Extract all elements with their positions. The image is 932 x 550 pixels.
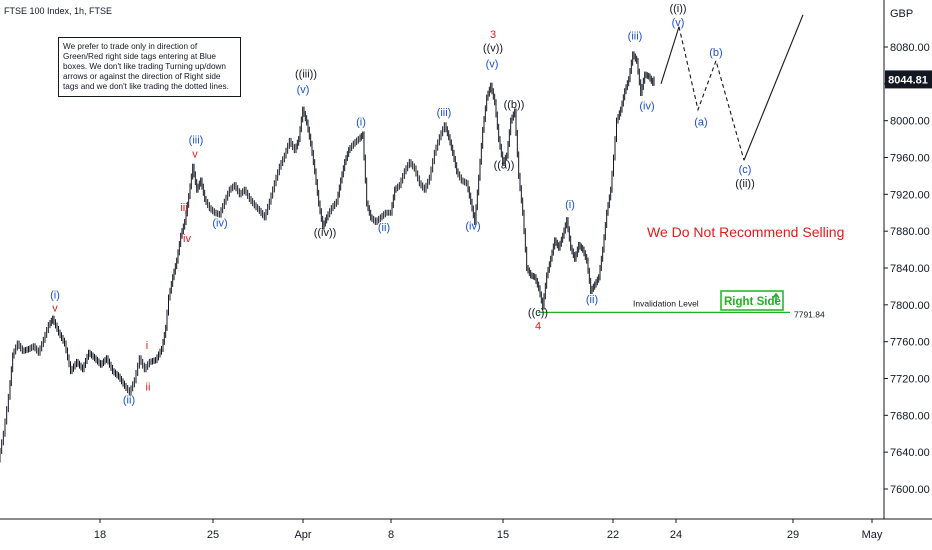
wave-label: (b) — [709, 47, 722, 59]
wave-label: ((v)) — [483, 43, 503, 55]
time-axis[interactable]: 18 25 Apr 8 15 22 24 29 May — [0, 518, 932, 541]
time-tick-label: 8 — [388, 529, 394, 541]
projection-dashed-line — [678, 26, 745, 161]
time-tick-label: 25 — [207, 529, 219, 541]
wave-label: ((c)) — [528, 307, 548, 319]
current-price-value: 8044.81 — [888, 74, 928, 86]
symbol-title: FTSE 100 Index, 1h, FTSE — [4, 6, 112, 16]
time-tick-label: 22 — [607, 529, 619, 541]
current-price-badge — [885, 70, 932, 89]
wave-label: ((ii)) — [735, 178, 755, 190]
wave-label: v — [52, 302, 58, 314]
wave-label: ((b)) — [504, 99, 525, 111]
price-tick-label: 7720.00 — [890, 374, 930, 386]
wave-label: (v) — [486, 58, 499, 70]
right-side-box — [720, 290, 784, 311]
wave-label: i — [146, 340, 148, 352]
price-tick-label: 7800.00 — [890, 300, 930, 312]
price-tick-label: 7920.00 — [890, 189, 930, 201]
projection-line — [660, 26, 680, 84]
wave-label: (a) — [694, 116, 707, 128]
wave-label: (i) — [565, 199, 575, 211]
wave-label: (iv) — [212, 218, 227, 230]
wave-label: (ii) — [586, 294, 598, 306]
plot-area: Invalidation Level 7791.84 Right Side We Do… — [0, 3, 844, 463]
wave-label: ((iv)) — [314, 227, 337, 239]
projection-line — [743, 14, 804, 161]
wave-label: (v) — [297, 84, 310, 96]
time-tick-label: 24 — [670, 529, 682, 541]
wave-label: 3 — [490, 29, 496, 41]
wave-label: (iii) — [437, 107, 452, 119]
wave-label: (c) — [739, 164, 752, 176]
wave-label: iv — [183, 233, 191, 245]
wave-label: (ii) — [123, 394, 135, 406]
price-tick-label: 7680.00 — [890, 410, 930, 422]
wave-label: (iv) — [465, 220, 480, 232]
price-tick-label: 7840.00 — [890, 263, 930, 275]
time-tick-label: Apr — [294, 529, 311, 541]
trading-note: We prefer to trade only in direction of … — [58, 37, 241, 97]
price-axis[interactable]: 7600.00 7640.00 7680.00 7720.00 7760.00 7800.… — [883, 0, 932, 519]
price-tick-label: 7960.00 — [890, 153, 930, 165]
time-tick-label: May — [862, 529, 883, 541]
price-tick-label: 8080.00 — [890, 42, 930, 54]
wave-label: ii — [146, 381, 151, 393]
price-tick-label: 7640.00 — [890, 447, 930, 459]
currency-label: GBP — [890, 8, 913, 20]
wave-label: (ii) — [378, 222, 390, 234]
right-side-label: Right Side — [724, 296, 781, 308]
time-tick-label: 15 — [497, 529, 509, 541]
invalidation-label: Invalidation Level — [633, 298, 699, 308]
recommendation-text: We Do Not Recommend Selling — [647, 224, 844, 240]
wave-label: ((i)) — [669, 3, 686, 15]
wave-label: v — [192, 149, 198, 161]
price-tick-label: 7760.00 — [890, 337, 930, 349]
invalidation-value: 7791.84 — [794, 309, 825, 319]
wave-label: iii — [180, 202, 187, 214]
wave-label: (iv) — [639, 101, 654, 113]
wave-label: (i) — [50, 289, 60, 301]
wave-label: (iii) — [189, 135, 204, 147]
price-tick-label: 7880.00 — [890, 226, 930, 238]
wave-label: (iii) — [628, 31, 643, 43]
wave-label: (i) — [356, 116, 366, 128]
wave-label: 4 — [535, 321, 541, 333]
wave-label: ((iii)) — [295, 68, 317, 80]
time-tick-label: 29 — [787, 529, 799, 541]
wave-label: (v) — [672, 17, 685, 29]
wave-label: ((a)) — [494, 160, 515, 172]
price-tick-label: 8000.00 — [890, 116, 930, 128]
time-tick-label: 18 — [94, 529, 106, 541]
arrow-up-icon — [772, 292, 780, 304]
price-tick-label: 7600.00 — [890, 484, 930, 496]
